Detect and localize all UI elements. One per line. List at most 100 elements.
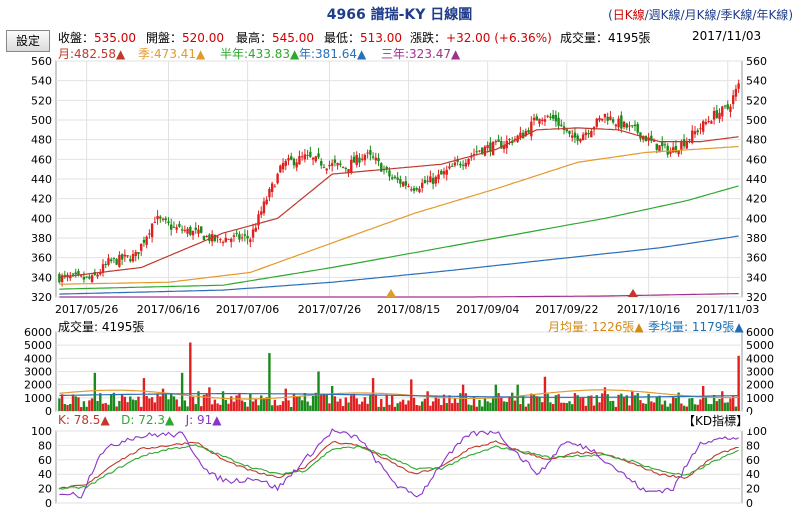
volume-bar bbox=[333, 396, 337, 411]
candlestick bbox=[164, 218, 167, 221]
volume-bar bbox=[459, 393, 462, 411]
candlestick bbox=[140, 243, 143, 251]
period-weekly-link[interactable]: 週K線 bbox=[648, 8, 681, 22]
candlestick bbox=[254, 227, 257, 232]
candlestick bbox=[118, 254, 121, 267]
volume-bar bbox=[101, 403, 105, 411]
volume-bar bbox=[584, 405, 588, 411]
quarter-marker-icon bbox=[386, 289, 396, 297]
candlestick bbox=[292, 158, 296, 166]
volume-bar bbox=[208, 387, 211, 411]
volume-bar bbox=[729, 398, 732, 411]
quote-date: 2017/11/03 bbox=[692, 29, 762, 43]
volume-tick-left: 3000 bbox=[24, 366, 52, 379]
volume-bar bbox=[464, 393, 468, 411]
candlestick bbox=[235, 232, 238, 234]
volume-bar bbox=[243, 402, 247, 411]
candlestick bbox=[396, 177, 399, 180]
volume-bar bbox=[426, 391, 429, 411]
volume-bar bbox=[140, 406, 143, 411]
candlestick bbox=[227, 238, 230, 240]
candlestick bbox=[224, 237, 227, 243]
candlestick bbox=[710, 121, 713, 124]
candlestick bbox=[123, 254, 127, 257]
candlestick bbox=[303, 154, 307, 160]
volume-bar bbox=[85, 406, 88, 411]
candlestick bbox=[535, 116, 538, 121]
candlestick bbox=[197, 229, 200, 234]
candlestick bbox=[554, 114, 558, 122]
settings-button[interactable]: 設定 bbox=[6, 30, 50, 52]
candlestick bbox=[142, 239, 146, 243]
candlestick bbox=[650, 135, 653, 141]
volume-bar bbox=[519, 404, 522, 411]
candlestick bbox=[246, 235, 249, 239]
volume-bar bbox=[701, 385, 705, 411]
period-quarterly-link[interactable]: 季K線 bbox=[720, 8, 753, 22]
volume-bar bbox=[508, 396, 511, 411]
volume-bar bbox=[82, 401, 86, 411]
date-tick-label: 2017/09/22 bbox=[535, 303, 598, 316]
candlestick bbox=[317, 153, 320, 158]
volume-bar bbox=[691, 397, 694, 411]
chart-title: 4966 譜瑞-KY 日線圖 bbox=[326, 7, 473, 23]
candlestick bbox=[219, 239, 222, 241]
candlestick bbox=[90, 275, 94, 283]
volume-bar bbox=[287, 400, 290, 411]
candlestick bbox=[721, 106, 724, 117]
candlestick bbox=[519, 132, 522, 137]
candlestick bbox=[69, 276, 72, 279]
candlestick bbox=[85, 276, 88, 278]
volume-bar bbox=[511, 392, 514, 411]
candlestick bbox=[734, 88, 738, 97]
volume-bar bbox=[418, 405, 421, 411]
volume-tick-right: 6000 bbox=[746, 326, 774, 339]
kd-indicator-label: 【KD指標】 bbox=[681, 412, 751, 429]
period-yearly-link[interactable]: 年K線 bbox=[756, 8, 789, 22]
period-monthly-link[interactable]: 月K線 bbox=[684, 8, 717, 22]
candlestick bbox=[448, 166, 451, 169]
candlestick bbox=[532, 117, 536, 121]
candlestick bbox=[328, 164, 331, 167]
candlestick bbox=[677, 150, 680, 155]
volume-bar bbox=[112, 392, 116, 411]
volume-bar bbox=[530, 393, 533, 411]
volume-bar bbox=[707, 404, 710, 411]
period-daily-link[interactable]: 日K線 bbox=[612, 8, 645, 22]
candlestick bbox=[180, 229, 184, 231]
candlestick bbox=[300, 156, 304, 158]
volume-bar bbox=[115, 406, 118, 411]
volume-bar bbox=[521, 396, 525, 411]
volume-tick-right: 5000 bbox=[746, 339, 774, 352]
volume-bar bbox=[723, 402, 727, 411]
volume-bar bbox=[265, 397, 268, 411]
ma-line-quarter bbox=[59, 146, 739, 285]
candlestick bbox=[551, 114, 555, 119]
volume-bar bbox=[330, 385, 334, 411]
price-tick-left: 380 bbox=[31, 232, 52, 245]
volume-bar bbox=[554, 395, 558, 411]
quote-low: 最低：513.00 bbox=[324, 31, 403, 45]
volume-bar bbox=[666, 406, 669, 411]
candlestick bbox=[99, 272, 102, 275]
candlestick bbox=[685, 141, 689, 149]
volume-bar bbox=[300, 400, 304, 411]
date-tick-label: 2017/06/16 bbox=[137, 303, 200, 316]
candlestick bbox=[486, 145, 489, 149]
volume-bar bbox=[737, 355, 740, 411]
candlestick bbox=[216, 236, 219, 238]
price-tick-left: 520 bbox=[31, 94, 52, 107]
price-tick-right: 360 bbox=[746, 252, 767, 265]
volume-bar bbox=[385, 394, 388, 411]
candlestick bbox=[464, 162, 468, 167]
candlestick bbox=[431, 177, 435, 184]
volume-bar bbox=[118, 400, 121, 411]
candlestick bbox=[360, 158, 364, 160]
volume-bar bbox=[609, 401, 612, 411]
candlestick bbox=[584, 132, 588, 136]
volume-bar bbox=[516, 384, 519, 411]
volume-bar bbox=[652, 402, 656, 411]
candlestick bbox=[63, 274, 67, 276]
volume-tick-right: 3000 bbox=[746, 366, 774, 379]
